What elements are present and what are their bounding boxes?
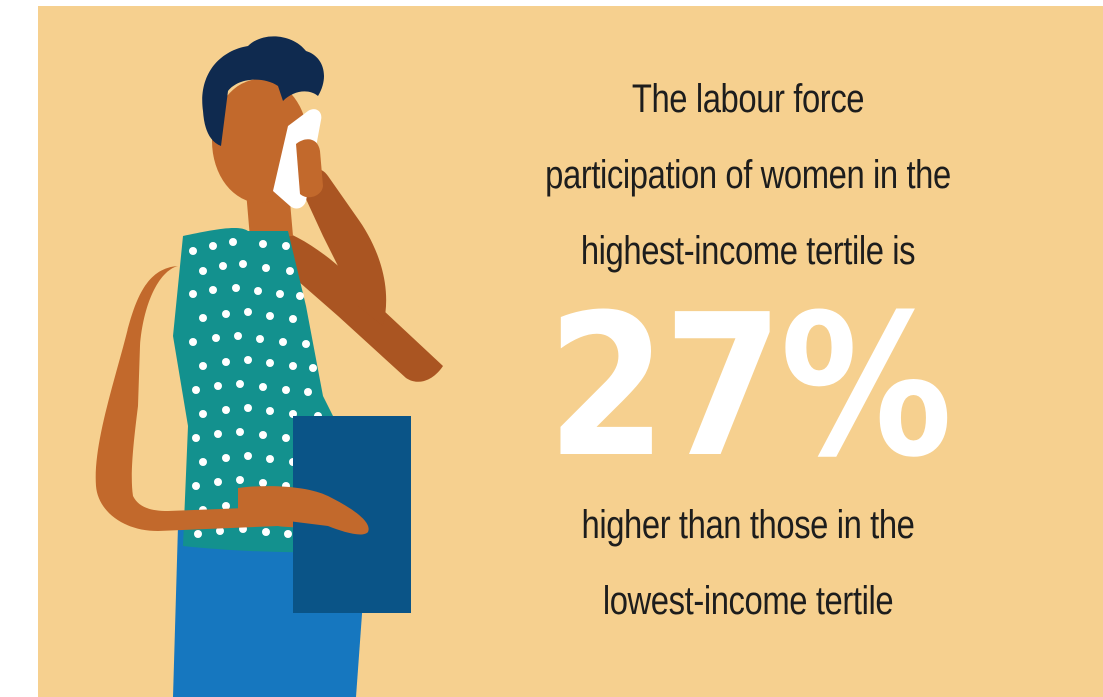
infographic-panel: The labour force participation of women … <box>38 6 1103 697</box>
phone-icon <box>273 109 322 209</box>
message-block: The labour force participation of women … <box>468 61 1028 639</box>
forearm-to-phone <box>299 168 387 326</box>
headline-line-3: highest-income tertile is <box>580 229 916 273</box>
headline-line-1: The labour force <box>631 77 865 121</box>
woman-illustration <box>95 36 443 697</box>
front-arm <box>95 266 360 537</box>
headline-line-2: participation of women in the <box>545 153 951 197</box>
stat-value: 27% <box>546 273 953 501</box>
footer-line-2: lowest-income tertile <box>602 579 894 623</box>
footer-line-1: higher than those in the <box>581 503 915 547</box>
hand-on-folder <box>238 486 369 535</box>
hair <box>202 36 325 147</box>
raised-arm <box>270 226 443 382</box>
hand-at-ear <box>296 139 323 198</box>
